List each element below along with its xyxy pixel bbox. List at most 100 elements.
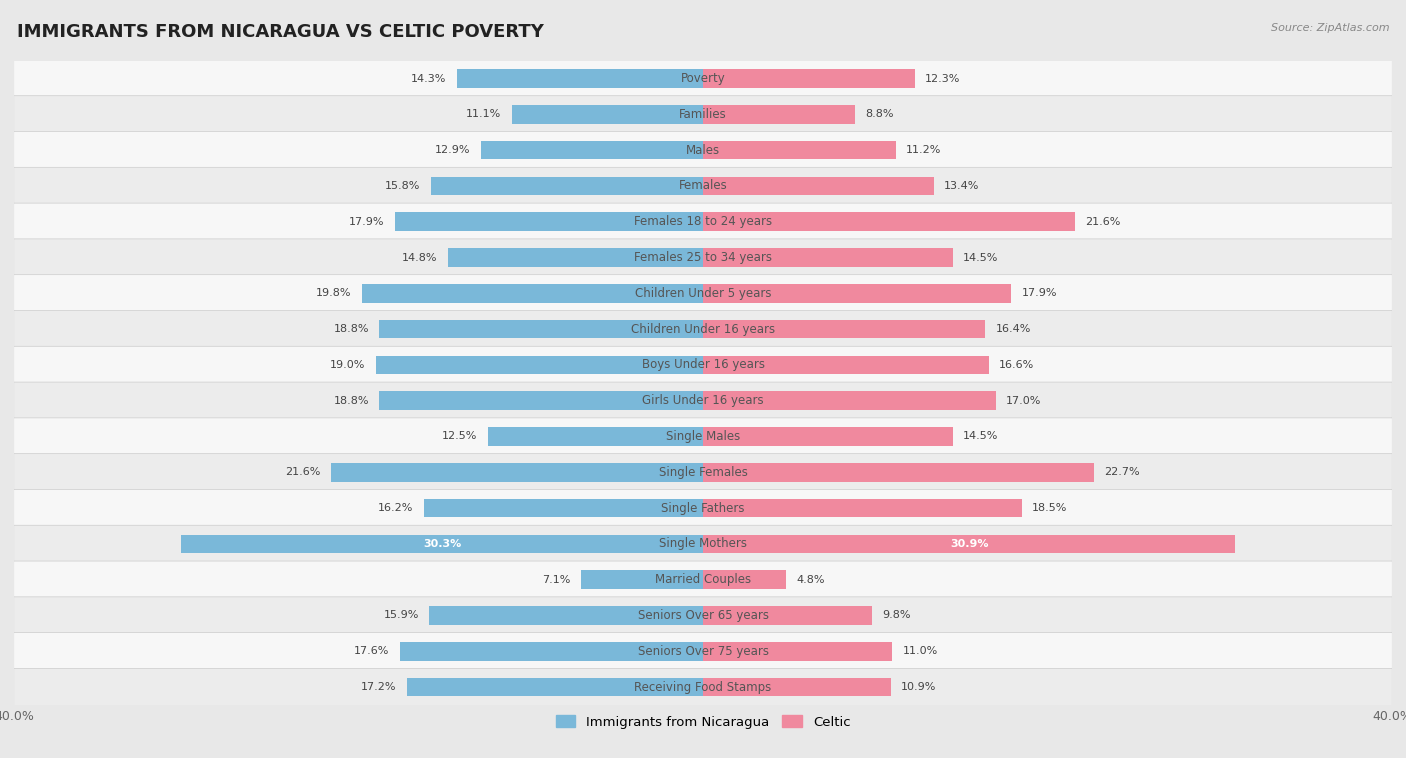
Bar bbox=[375, 356, 703, 374]
Text: 18.5%: 18.5% bbox=[1032, 503, 1067, 513]
Bar bbox=[703, 177, 934, 196]
Bar bbox=[488, 428, 703, 446]
Text: Males: Males bbox=[686, 143, 720, 157]
Text: Seniors Over 75 years: Seniors Over 75 years bbox=[637, 645, 769, 658]
Text: 21.6%: 21.6% bbox=[1085, 217, 1121, 227]
Text: 19.0%: 19.0% bbox=[330, 360, 366, 370]
Text: Females 25 to 34 years: Females 25 to 34 years bbox=[634, 251, 772, 264]
Text: 17.6%: 17.6% bbox=[354, 647, 389, 656]
Bar bbox=[703, 105, 855, 124]
Text: Receiving Food Stamps: Receiving Food Stamps bbox=[634, 681, 772, 694]
Bar bbox=[703, 606, 872, 625]
Text: 14.8%: 14.8% bbox=[402, 252, 437, 262]
Text: 11.0%: 11.0% bbox=[903, 647, 938, 656]
Text: 30.9%: 30.9% bbox=[950, 539, 988, 549]
Text: Children Under 16 years: Children Under 16 years bbox=[631, 323, 775, 336]
FancyBboxPatch shape bbox=[14, 96, 1392, 133]
Bar bbox=[361, 284, 703, 302]
Text: 21.6%: 21.6% bbox=[285, 467, 321, 478]
Text: 16.6%: 16.6% bbox=[1000, 360, 1035, 370]
Text: Girls Under 16 years: Girls Under 16 years bbox=[643, 394, 763, 407]
Text: 16.4%: 16.4% bbox=[995, 324, 1031, 334]
Bar bbox=[703, 212, 1076, 231]
Bar bbox=[181, 534, 703, 553]
FancyBboxPatch shape bbox=[14, 525, 1392, 562]
Bar bbox=[703, 284, 1011, 302]
Bar bbox=[399, 642, 703, 660]
Legend: Immigrants from Nicaragua, Celtic: Immigrants from Nicaragua, Celtic bbox=[550, 709, 856, 734]
Bar bbox=[430, 177, 703, 196]
Text: Source: ZipAtlas.com: Source: ZipAtlas.com bbox=[1271, 23, 1389, 33]
Bar bbox=[703, 570, 786, 589]
Text: 13.4%: 13.4% bbox=[945, 181, 980, 191]
Text: 4.8%: 4.8% bbox=[796, 575, 824, 584]
Text: 18.8%: 18.8% bbox=[333, 396, 368, 406]
Text: 16.2%: 16.2% bbox=[378, 503, 413, 513]
FancyBboxPatch shape bbox=[14, 490, 1392, 527]
FancyBboxPatch shape bbox=[14, 346, 1392, 384]
Text: Poverty: Poverty bbox=[681, 72, 725, 85]
Bar bbox=[703, 391, 995, 410]
Bar bbox=[703, 463, 1094, 481]
Text: 11.2%: 11.2% bbox=[907, 145, 942, 155]
Text: 11.1%: 11.1% bbox=[467, 109, 502, 119]
Text: 12.5%: 12.5% bbox=[441, 431, 478, 441]
Text: Single Females: Single Females bbox=[658, 465, 748, 479]
FancyBboxPatch shape bbox=[14, 239, 1392, 276]
FancyBboxPatch shape bbox=[14, 203, 1392, 240]
Bar bbox=[406, 678, 703, 697]
FancyBboxPatch shape bbox=[14, 132, 1392, 169]
Bar bbox=[429, 606, 703, 625]
Bar bbox=[703, 642, 893, 660]
FancyBboxPatch shape bbox=[14, 274, 1392, 312]
Bar bbox=[703, 141, 896, 159]
FancyBboxPatch shape bbox=[14, 453, 1392, 491]
Text: 17.9%: 17.9% bbox=[349, 217, 384, 227]
Bar bbox=[703, 320, 986, 338]
FancyBboxPatch shape bbox=[14, 168, 1392, 205]
FancyBboxPatch shape bbox=[14, 597, 1392, 634]
Text: 15.8%: 15.8% bbox=[385, 181, 420, 191]
Bar bbox=[703, 69, 915, 88]
FancyBboxPatch shape bbox=[14, 311, 1392, 348]
FancyBboxPatch shape bbox=[14, 561, 1392, 598]
Text: Females: Females bbox=[679, 180, 727, 193]
Bar bbox=[380, 320, 703, 338]
Bar bbox=[703, 678, 891, 697]
Bar bbox=[449, 248, 703, 267]
Text: 14.5%: 14.5% bbox=[963, 252, 998, 262]
Bar bbox=[380, 391, 703, 410]
FancyBboxPatch shape bbox=[14, 60, 1392, 97]
Bar bbox=[703, 428, 953, 446]
Bar bbox=[425, 499, 703, 518]
Text: 17.0%: 17.0% bbox=[1007, 396, 1042, 406]
Text: Single Mothers: Single Mothers bbox=[659, 537, 747, 550]
Text: Females 18 to 24 years: Females 18 to 24 years bbox=[634, 215, 772, 228]
Text: 30.3%: 30.3% bbox=[423, 539, 461, 549]
FancyBboxPatch shape bbox=[14, 418, 1392, 455]
Text: Seniors Over 65 years: Seniors Over 65 years bbox=[637, 609, 769, 622]
Bar bbox=[481, 141, 703, 159]
Bar bbox=[703, 534, 1236, 553]
Text: 10.9%: 10.9% bbox=[901, 682, 936, 692]
Text: 19.8%: 19.8% bbox=[316, 288, 352, 299]
Text: Single Males: Single Males bbox=[666, 430, 740, 443]
Text: IMMIGRANTS FROM NICARAGUA VS CELTIC POVERTY: IMMIGRANTS FROM NICARAGUA VS CELTIC POVE… bbox=[17, 23, 544, 41]
Text: 12.3%: 12.3% bbox=[925, 74, 960, 83]
Text: 18.8%: 18.8% bbox=[333, 324, 368, 334]
Bar bbox=[457, 69, 703, 88]
Bar bbox=[395, 212, 703, 231]
FancyBboxPatch shape bbox=[14, 669, 1392, 706]
Text: 22.7%: 22.7% bbox=[1104, 467, 1140, 478]
Bar bbox=[581, 570, 703, 589]
Text: 14.5%: 14.5% bbox=[963, 431, 998, 441]
Text: Single Fathers: Single Fathers bbox=[661, 502, 745, 515]
Text: 12.9%: 12.9% bbox=[434, 145, 471, 155]
Text: Families: Families bbox=[679, 108, 727, 121]
Text: 8.8%: 8.8% bbox=[865, 109, 893, 119]
FancyBboxPatch shape bbox=[14, 633, 1392, 670]
Text: Boys Under 16 years: Boys Under 16 years bbox=[641, 359, 765, 371]
Bar bbox=[703, 499, 1022, 518]
Text: Married Couples: Married Couples bbox=[655, 573, 751, 586]
Text: 15.9%: 15.9% bbox=[384, 610, 419, 621]
